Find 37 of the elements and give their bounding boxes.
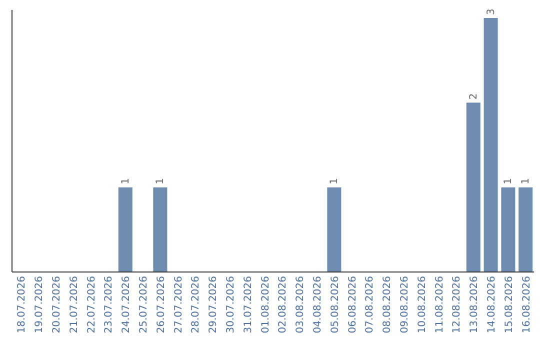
x-tick-label: 08.08.2026 [382, 276, 394, 334]
data-label: 1 [520, 178, 532, 184]
x-tick-label: 25.07.2026 [138, 276, 150, 334]
x-tick-label: 20.07.2026 [52, 276, 62, 334]
x-tick-label: 16.08.2026 [521, 276, 532, 334]
x-tick-label: 19.07.2026 [34, 276, 46, 334]
x-tick-label: 28.07.2026 [190, 276, 202, 334]
x-tick-label: 15.08.2026 [504, 276, 515, 334]
x-tick-label: 22.07.2026 [86, 276, 98, 334]
x-tick-label: 01.08.2026 [260, 276, 272, 334]
x-tick-label: 06.08.2026 [347, 276, 358, 334]
data-label: 1 [503, 178, 514, 184]
x-tick-label: 12.08.2026 [452, 276, 463, 334]
x-tick-label: 13.08.2026 [469, 276, 480, 334]
x-tick-label: 24.07.2026 [121, 276, 132, 334]
x-tick-label: 26.07.2026 [156, 276, 167, 334]
data-label: 1 [329, 178, 340, 184]
data-label: 3 [486, 8, 497, 15]
x-tick-label: 11.08.2026 [434, 276, 446, 334]
x-tick-label: 18.07.2026 [16, 276, 28, 334]
x-tick-label: 14.08.2026 [486, 276, 498, 334]
x-tick-label: 30.07.2026 [226, 276, 236, 334]
x-tick-label: 21.07.2026 [68, 276, 80, 334]
x-tick-label: 23.07.2026 [104, 276, 115, 334]
x-tick-label: 05.08.2026 [330, 276, 341, 334]
data-label: 1 [155, 178, 166, 184]
x-tick-label: 29.07.2026 [208, 276, 220, 334]
x-tick-label: 09.08.2026 [400, 276, 410, 334]
x-tick-label: 04.08.2026 [312, 276, 324, 334]
x-tick-label: 31.07.2026 [242, 276, 254, 334]
data-label: 1 [120, 178, 132, 184]
x-tick-label: 03.08.2026 [295, 276, 306, 334]
x-tick-label: 07.08.2026 [364, 276, 376, 334]
data-label: 2 [468, 93, 480, 100]
x-tick-label: 10.08.2026 [416, 276, 428, 334]
x-tick-label: 27.07.2026 [173, 276, 184, 334]
x-tick-label: 02.08.2026 [278, 276, 289, 334]
